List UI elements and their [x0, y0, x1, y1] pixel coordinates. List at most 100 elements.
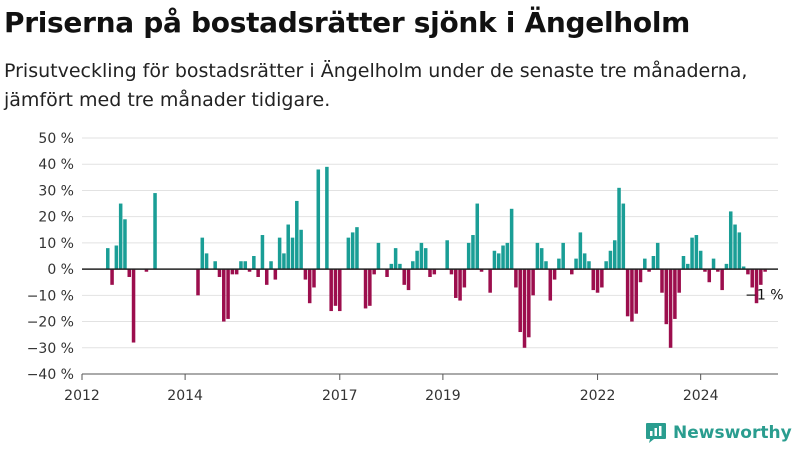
bar: [316, 169, 321, 270]
bar: [660, 269, 664, 293]
y-tick-label: 50 %: [38, 131, 74, 147]
bar: [638, 269, 643, 283]
bar: [617, 187, 621, 270]
bar: [690, 237, 694, 270]
bar: [350, 232, 355, 270]
bar: [217, 269, 222, 277]
bar: [668, 269, 673, 348]
x-tick-label: 2017: [322, 388, 358, 404]
bar: [286, 224, 290, 270]
bar: [355, 227, 359, 270]
bar: [711, 258, 716, 270]
bar: [247, 269, 252, 272]
bar: [368, 269, 372, 306]
bar: [329, 269, 333, 312]
x-tick-label: 2019: [425, 388, 461, 404]
bar: [325, 166, 329, 270]
bar: [492, 250, 497, 270]
bar: [475, 203, 480, 270]
bar: [234, 269, 239, 275]
bar: [303, 269, 308, 280]
bar: [539, 248, 544, 270]
bar: [402, 269, 406, 285]
bar: [264, 269, 269, 285]
bar: [466, 242, 471, 270]
bar: [707, 269, 712, 283]
bar: [737, 232, 742, 270]
bar: [204, 253, 209, 270]
y-tick-label: 30 %: [38, 183, 74, 199]
bar: [153, 193, 157, 270]
bar: [505, 242, 510, 270]
bar: [728, 211, 733, 270]
bar: [299, 229, 303, 270]
annotations: −1 %: [745, 288, 783, 304]
bar: [535, 242, 540, 270]
bar: [630, 269, 634, 322]
bar: [428, 269, 432, 277]
bar: [518, 269, 522, 333]
bar: [423, 248, 428, 270]
bar: [226, 269, 230, 319]
bar: [763, 269, 767, 272]
bar: [496, 253, 501, 270]
bar: [548, 269, 553, 301]
bar: [664, 269, 669, 325]
bar: [612, 240, 617, 270]
last-value-label: −1 %: [745, 288, 783, 304]
bar: [578, 232, 583, 270]
bar: [720, 269, 724, 291]
bar: [698, 250, 703, 270]
bar: [647, 269, 651, 272]
bar: [213, 261, 217, 270]
bar: [144, 269, 149, 272]
bar: [389, 263, 394, 270]
bar: [239, 261, 243, 270]
bar: [716, 269, 720, 272]
bar: [621, 203, 626, 270]
y-tick-label: −10 %: [27, 288, 74, 304]
bar: [411, 261, 415, 270]
y-tick-label: 0 %: [47, 262, 74, 278]
bar: [651, 256, 656, 270]
bar: [131, 269, 136, 343]
bar: [196, 269, 200, 296]
bar: [471, 235, 475, 270]
bar: [445, 240, 449, 270]
bar: [746, 269, 750, 275]
bar: [591, 269, 596, 291]
bar: [488, 269, 492, 293]
bar: [527, 269, 531, 338]
bar: [338, 269, 342, 312]
bar: [256, 269, 260, 277]
bar: [393, 248, 398, 270]
bar: [655, 242, 660, 270]
bar: [625, 269, 630, 317]
x-tick-label: 2012: [64, 388, 100, 404]
chart-subtitle: Prisutveckling för bostadsrätter i Ängel…: [4, 60, 748, 111]
bar: [574, 258, 578, 270]
y-tick-label: 20 %: [38, 210, 74, 226]
bar: [582, 253, 587, 270]
bar: [531, 269, 535, 296]
bar: [587, 261, 591, 270]
y-tick-label: −30 %: [27, 341, 74, 357]
bar: [106, 248, 110, 270]
bar: [118, 203, 123, 270]
bar: [449, 269, 454, 275]
bar: [458, 269, 462, 301]
bar: [295, 200, 299, 270]
bar: [608, 250, 613, 270]
bar: [462, 269, 467, 288]
bar: [346, 237, 351, 270]
y-tick-label: −40 %: [27, 367, 74, 383]
bar: [673, 269, 677, 319]
bar: [282, 253, 286, 270]
bar: [643, 258, 647, 270]
bar: [454, 269, 458, 298]
bar: [114, 245, 119, 270]
bar: [544, 261, 548, 270]
y-axis-tick-labels: 50 % 40 % 30 % 20 % 10 % 0 % −10 % −20 % −30 % −4…: [27, 131, 74, 383]
bar: [419, 242, 424, 270]
newsworthy-chart-icon: [646, 423, 666, 443]
